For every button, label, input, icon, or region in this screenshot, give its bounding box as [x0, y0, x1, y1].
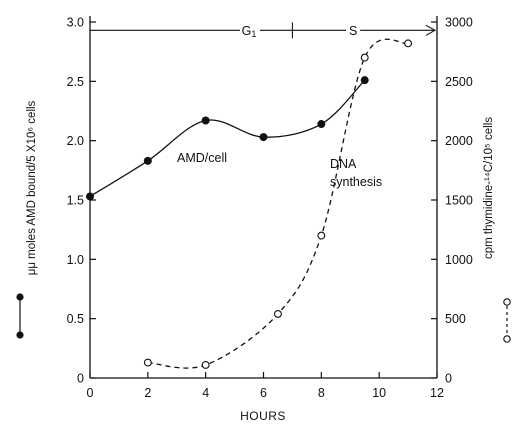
y-axis-left: 0 0.5 1.0 1.5 2.0 2.5 3.0 — [67, 16, 96, 386]
y-right-tick-label: 2500 — [445, 75, 473, 89]
legend-filled-marker — [16, 293, 24, 301]
y-axis-right-title: cpm thymidine-¹⁴C/10⁵ cells — [483, 117, 495, 259]
series-lines — [89, 38, 409, 369]
legend-open-marker — [503, 298, 511, 306]
x-axis: 0 2 4 6 8 10 12 — [87, 372, 444, 400]
amd-series-line — [89, 79, 366, 197]
y-left-tick-label: 1.5 — [67, 194, 84, 208]
amd-data-point — [143, 156, 152, 165]
dna-data-point — [274, 309, 282, 318]
legend-right-key — [503, 298, 511, 343]
y-right-tick-label: 1500 — [445, 194, 473, 208]
dna-data-point — [360, 53, 369, 62]
x-tick-label: 2 — [144, 386, 151, 400]
x-tick-label: 4 — [202, 386, 209, 400]
annotation-dna: DNA — [330, 157, 357, 171]
amd-data-point — [360, 76, 369, 85]
y-left-tick-label: 1.0 — [67, 253, 84, 267]
legend-left-key — [16, 293, 24, 339]
amd-data-point — [259, 133, 268, 142]
dna-data-point — [143, 358, 152, 367]
y-right-tick-label: 0 — [445, 372, 452, 386]
x-tick-label: 0 — [87, 386, 94, 400]
phase-bar: G1 S — [90, 22, 437, 39]
y-left-tick-label: 0.5 — [67, 312, 84, 326]
amd-data-point — [86, 192, 94, 201]
dna-data-point — [404, 39, 413, 48]
phase-arrowhead — [425, 24, 437, 36]
phase-g1-label: G1 — [242, 24, 257, 39]
x-tick-label: 12 — [430, 386, 444, 400]
legend-open-marker — [503, 335, 511, 343]
annotation-synthesis: synthesis — [330, 175, 382, 189]
phase-s-label: S — [349, 24, 357, 38]
amd-data-point — [317, 120, 326, 129]
y-axis-left-title: μμ moles AMD bound/5 X10⁶ cells — [26, 100, 38, 275]
dna-data-point — [317, 231, 326, 240]
phase-g1-gap — [240, 22, 261, 39]
y-right-tick-label: 2000 — [445, 134, 473, 148]
amd-data-point — [201, 116, 210, 125]
annotation-amd-cell: AMD/cell — [177, 151, 227, 165]
y-right-tick-label: 1000 — [445, 253, 473, 267]
phase-s-gap — [346, 22, 361, 39]
x-axis-title: HOURS — [240, 409, 286, 423]
y-left-tick-label: 2.5 — [67, 75, 84, 89]
y-left-tick-label: 3.0 — [67, 16, 84, 30]
legend-filled-marker — [16, 331, 24, 339]
y-axis-right: 0 500 1000 1500 2000 2500 3000 — [431, 16, 473, 386]
x-tick-label: 6 — [260, 386, 267, 400]
series-points — [86, 39, 413, 369]
dna-series-line — [147, 38, 409, 369]
y-left-tick-label: 2.0 — [67, 134, 84, 148]
y-left-tick-label: 0 — [77, 372, 84, 386]
x-tick-label: 10 — [372, 386, 386, 400]
dna-data-point — [201, 360, 210, 369]
y-right-tick-label: 500 — [445, 312, 466, 326]
y-right-tick-label: 3000 — [445, 16, 473, 30]
x-tick-label: 8 — [318, 386, 325, 400]
